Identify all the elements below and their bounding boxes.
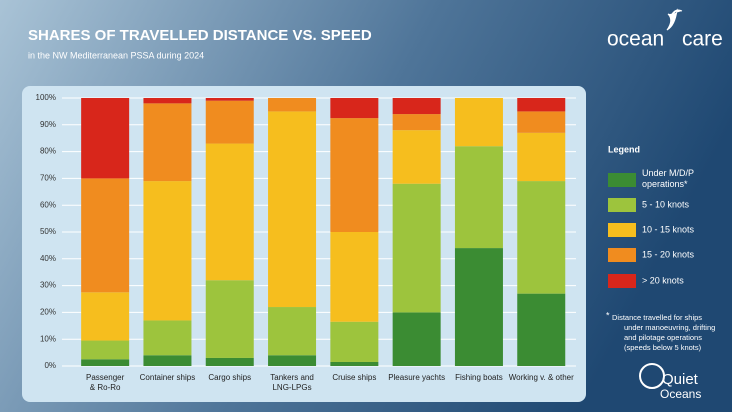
bar-segment — [205, 280, 254, 358]
x-tick-label: Pleasure yachts — [388, 373, 445, 382]
footnote-mark: * — [606, 310, 610, 320]
bar-segment — [392, 114, 441, 131]
logo-text: ocean — [607, 28, 664, 51]
y-tick-label: 100% — [36, 93, 56, 102]
bar-segment — [330, 98, 379, 119]
bar-segment — [330, 232, 379, 322]
bar-segment — [143, 181, 192, 321]
legend-label: Under M/D/P operations* — [642, 168, 694, 189]
legend-swatch — [608, 274, 636, 288]
logo-icon — [666, 8, 683, 31]
bar-segment — [81, 292, 130, 341]
bar-segment — [143, 320, 192, 356]
y-tick-label: 20% — [40, 308, 56, 317]
bar-segment — [268, 307, 317, 356]
bar-segment — [81, 340, 130, 360]
bar-segment — [268, 98, 317, 112]
bar-segment — [143, 98, 192, 104]
x-tick-label: Cruise ships — [332, 373, 376, 382]
bar-segment — [330, 118, 379, 232]
bar-segment — [81, 359, 130, 366]
bar-segment — [268, 355, 317, 366]
logo-icon — [639, 363, 665, 389]
bar-segment — [205, 98, 254, 101]
logo-text: care — [682, 28, 723, 51]
legend-label: 15 - 20 knots — [642, 249, 695, 259]
bar-segment — [517, 111, 566, 133]
y-tick-label: 50% — [40, 227, 56, 236]
bar-segment — [81, 98, 130, 179]
bar-segment — [454, 146, 503, 249]
y-tick-label: 70% — [40, 174, 56, 183]
y-tick-label: 90% — [40, 120, 56, 129]
legend-swatch — [608, 198, 636, 212]
legend-swatch — [608, 223, 636, 237]
bar-segment — [392, 183, 441, 313]
legend-label: 10 - 15 knots — [642, 224, 695, 234]
y-tick-label: 40% — [40, 254, 56, 263]
legend-label: 5 - 10 knots — [642, 199, 690, 209]
x-tick-label: Cargo ships — [208, 373, 251, 382]
logo-text: Oceans — [660, 387, 701, 401]
bar-segment — [205, 143, 254, 281]
bar-segment — [205, 100, 254, 144]
bar-segment — [143, 103, 192, 182]
legend-label: > 20 knots — [642, 275, 684, 285]
bar-segment — [392, 130, 441, 184]
y-tick-label: 30% — [40, 281, 56, 290]
x-tick-label: Tankers and LNG-LPGs — [270, 373, 314, 392]
bar-segment — [517, 293, 566, 366]
bar-segment — [392, 98, 441, 115]
bar-segment — [517, 98, 566, 112]
legend-swatch — [608, 248, 636, 262]
bar-segment — [81, 178, 130, 293]
x-tick-label: Fishing boats — [455, 373, 503, 382]
bar-segment — [330, 361, 379, 366]
bar-segment — [454, 248, 503, 366]
y-tick-label: 10% — [40, 334, 56, 343]
x-tick-label: Working v. & other — [509, 373, 574, 382]
footnote: Distance travelled for ships under manoeu… — [612, 313, 715, 352]
y-tick-label: 0% — [44, 361, 56, 370]
bar-segment — [330, 321, 379, 362]
bar-segment — [205, 357, 254, 366]
legend-swatch — [608, 173, 636, 187]
chart-subtitle: in the NW Mediterranean PSSA during 2024 — [28, 50, 204, 60]
legend-title: Legend — [608, 144, 640, 154]
x-tick-label: Container ships — [140, 373, 196, 382]
bar-segment — [268, 111, 317, 308]
chart-title: SHARES OF TRAVELLED DISTANCE VS. SPEED — [28, 27, 372, 44]
bar-segment — [517, 132, 566, 182]
bar-segment — [517, 181, 566, 294]
x-tick-label: Passenger & Ro-Ro — [86, 373, 125, 392]
bar-segment — [143, 355, 192, 366]
y-tick-label: 80% — [40, 147, 56, 156]
logo-text: Quiet — [662, 371, 699, 388]
bar-segment — [454, 98, 503, 147]
y-tick-label: 60% — [40, 200, 56, 209]
bar-segment — [392, 312, 441, 366]
